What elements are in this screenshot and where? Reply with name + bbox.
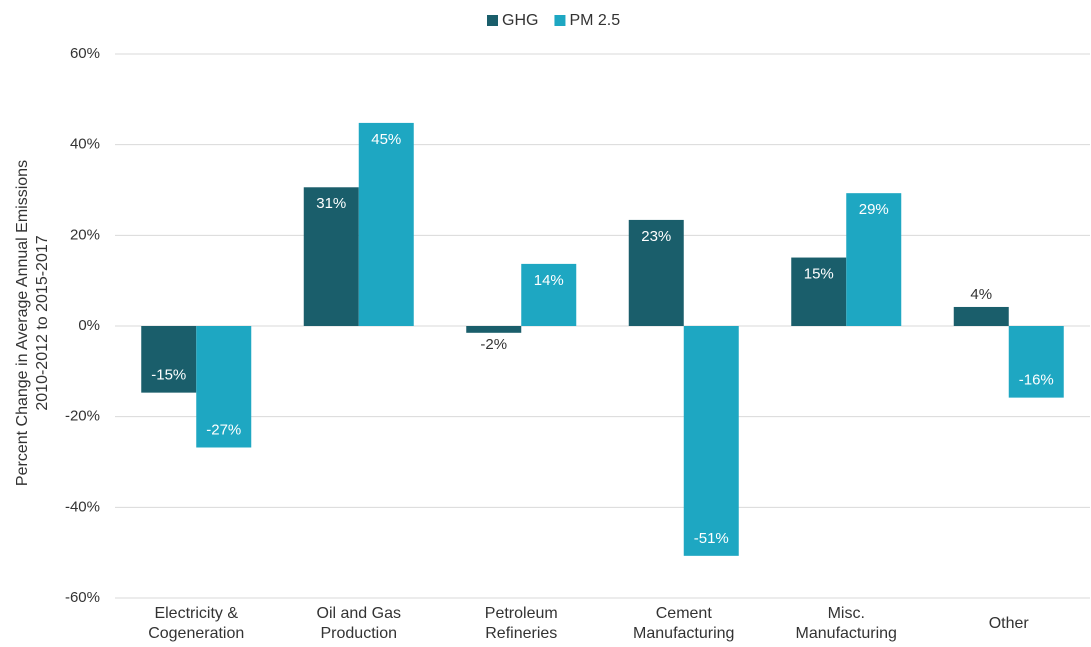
x-tick-label: Oil and Gas Production [317, 605, 401, 642]
legend-swatch [554, 15, 566, 26]
bar [141, 326, 197, 393]
data-label: -2% [480, 336, 507, 353]
bar [521, 263, 577, 326]
y-tick-label: 60% [70, 45, 100, 62]
y-axis-label: Percent Change in Average Annual Emissio… [14, 160, 51, 486]
y-tick-label: 20% [70, 226, 100, 243]
data-label: 23% [641, 228, 671, 245]
y-tick-label: 0% [78, 317, 100, 334]
bar [953, 306, 1009, 326]
x-tick-label: Cement Manufacturing [633, 605, 734, 642]
data-label: -16% [1019, 372, 1054, 389]
data-label: 14% [534, 272, 564, 289]
x-tick-label: Other [989, 615, 1030, 632]
bar [358, 122, 414, 326]
bar [303, 187, 359, 326]
data-label: 15% [804, 266, 834, 283]
data-label: -27% [206, 421, 241, 438]
x-tick-label: Electricity & Cogeneration [148, 605, 244, 642]
data-label: 4% [970, 286, 992, 303]
data-label: -15% [151, 367, 186, 384]
x-tick-label: Misc. Manufacturing [796, 605, 897, 642]
bar [791, 257, 847, 326]
bar [196, 326, 252, 448]
legend-label: GHG [502, 12, 538, 29]
bar [628, 219, 684, 326]
data-label: 31% [316, 195, 346, 212]
legend-label: PM 2.5 [569, 12, 620, 29]
x-tick-label: Petroleum Refineries [485, 605, 558, 642]
y-tick-label: -40% [65, 498, 100, 515]
bar [466, 326, 522, 333]
y-tick-label: 40% [70, 136, 100, 153]
data-label: 29% [859, 201, 889, 218]
y-tick-label: -20% [65, 408, 100, 425]
y-tick-label: -60% [65, 589, 100, 606]
bar [846, 193, 902, 326]
legend-swatch [487, 15, 498, 26]
bar [683, 326, 739, 556]
data-label: -51% [694, 530, 729, 547]
data-label: 45% [371, 131, 401, 148]
bar [1008, 326, 1064, 398]
